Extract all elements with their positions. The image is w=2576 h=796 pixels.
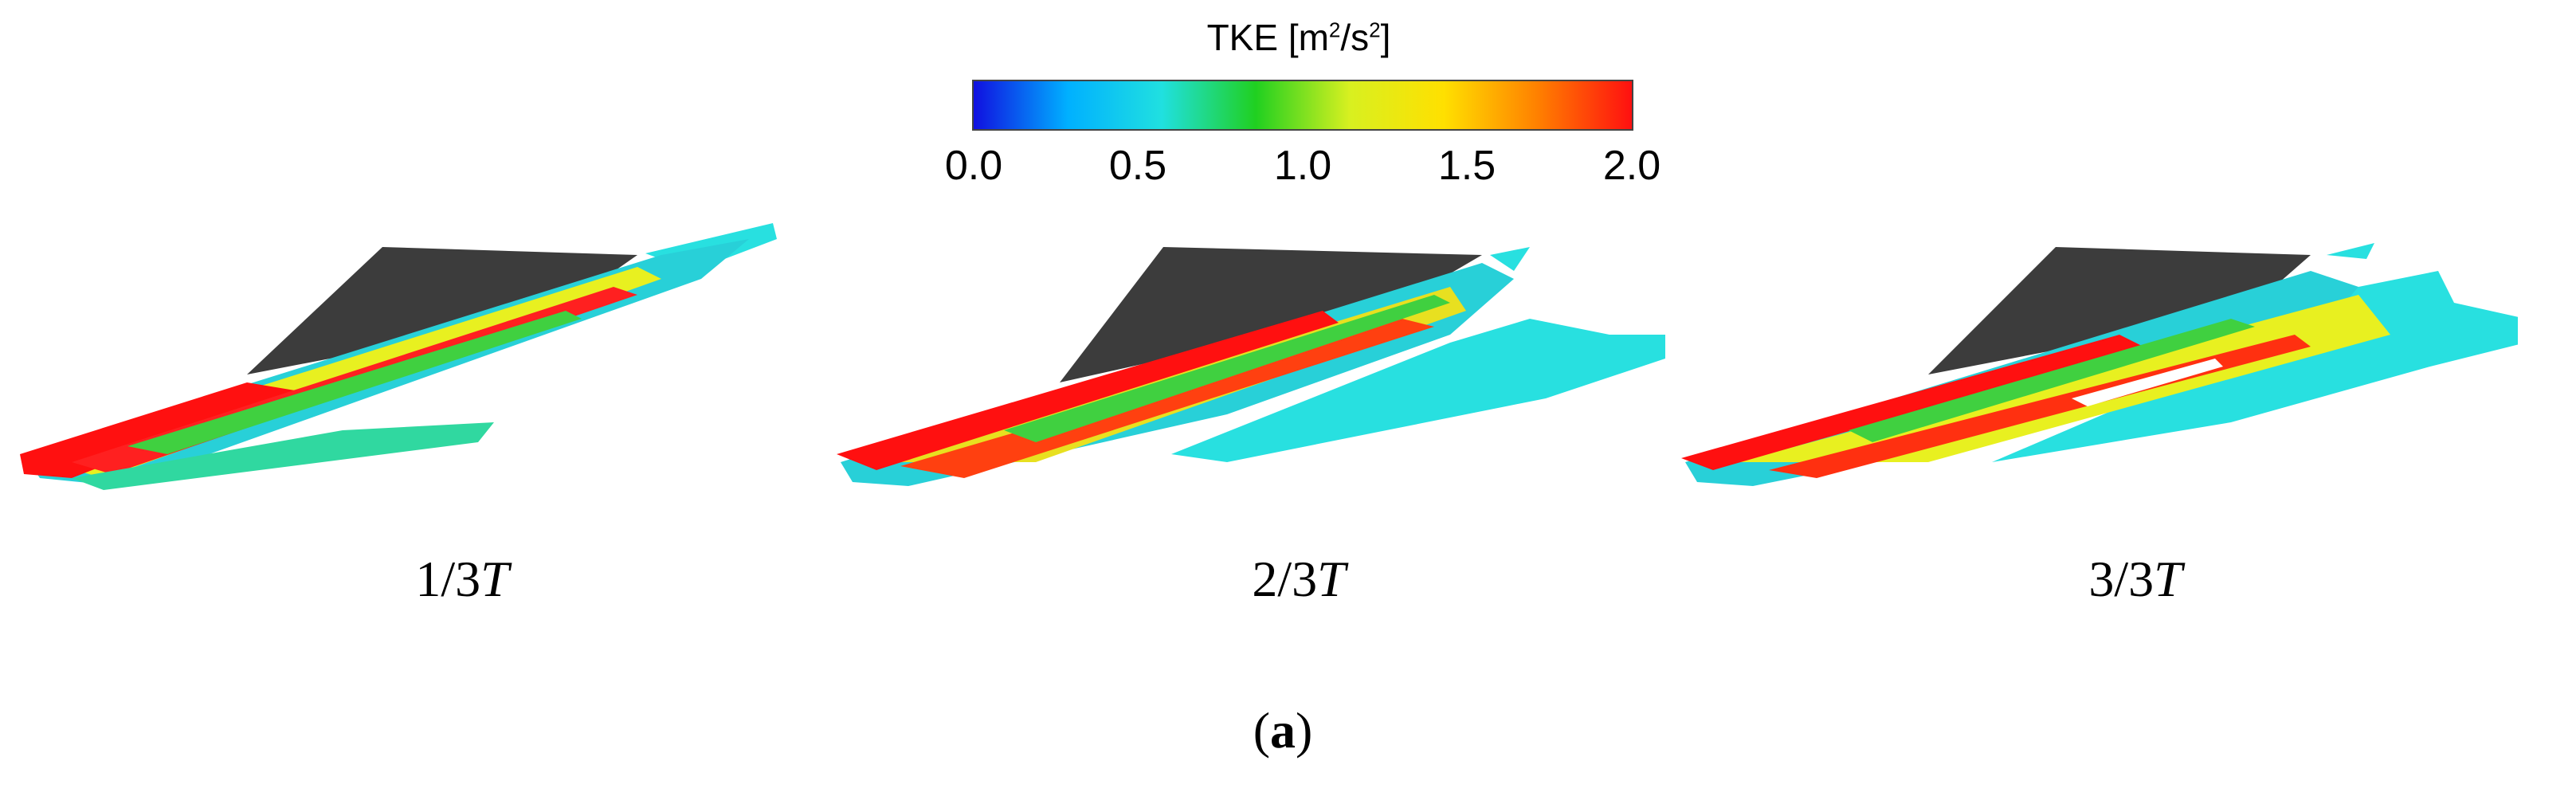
panel-3-3T-flow-image (1673, 223, 2518, 526)
panel-1-3T-flow-image (8, 223, 853, 526)
tke-green-band (1004, 295, 1450, 442)
panel-2-3T-flow-image (829, 223, 1673, 526)
colorbar-tick-2: 1.0 (1273, 143, 1332, 189)
caption-1-3T: 1/3T (415, 551, 509, 607)
caption-3-3T: 3/3T (2088, 551, 2182, 607)
tke-tip-streak (1490, 247, 1530, 271)
tke-wake-plume (1171, 319, 1665, 462)
tke-lower-tail (72, 422, 494, 490)
tke-isosurface-3 (1681, 243, 2518, 486)
tke-tip-streak (2327, 243, 2374, 259)
blade (247, 247, 637, 374)
tke-green-band (1849, 319, 2255, 442)
subfigure-label: (a) (1253, 702, 1313, 759)
tke-isosurface-1 (20, 223, 777, 490)
caption-2-3T: 2/3T (1252, 551, 1346, 607)
tke-red-band-1 (837, 311, 1339, 470)
blade (1060, 247, 1482, 382)
colorbar-tick-4: 2.0 (1602, 143, 1661, 189)
colorbar-tick-3: 1.5 (1437, 143, 1496, 189)
tke-green-band (127, 311, 582, 454)
blade (1928, 247, 2311, 374)
tke-white-highlight (2072, 359, 2223, 406)
tke-red-band-1 (1681, 335, 2143, 470)
colorbar-gradient (972, 80, 1633, 131)
tke-red-band-1 (20, 382, 295, 478)
colorbar-tick-0: 0.0 (944, 143, 1003, 189)
tke-isosurface-2 (837, 247, 1665, 486)
colorbar-tick-1: 0.5 (1108, 143, 1167, 189)
colorbar-title: TKE [m2/s2] (1206, 17, 1391, 58)
